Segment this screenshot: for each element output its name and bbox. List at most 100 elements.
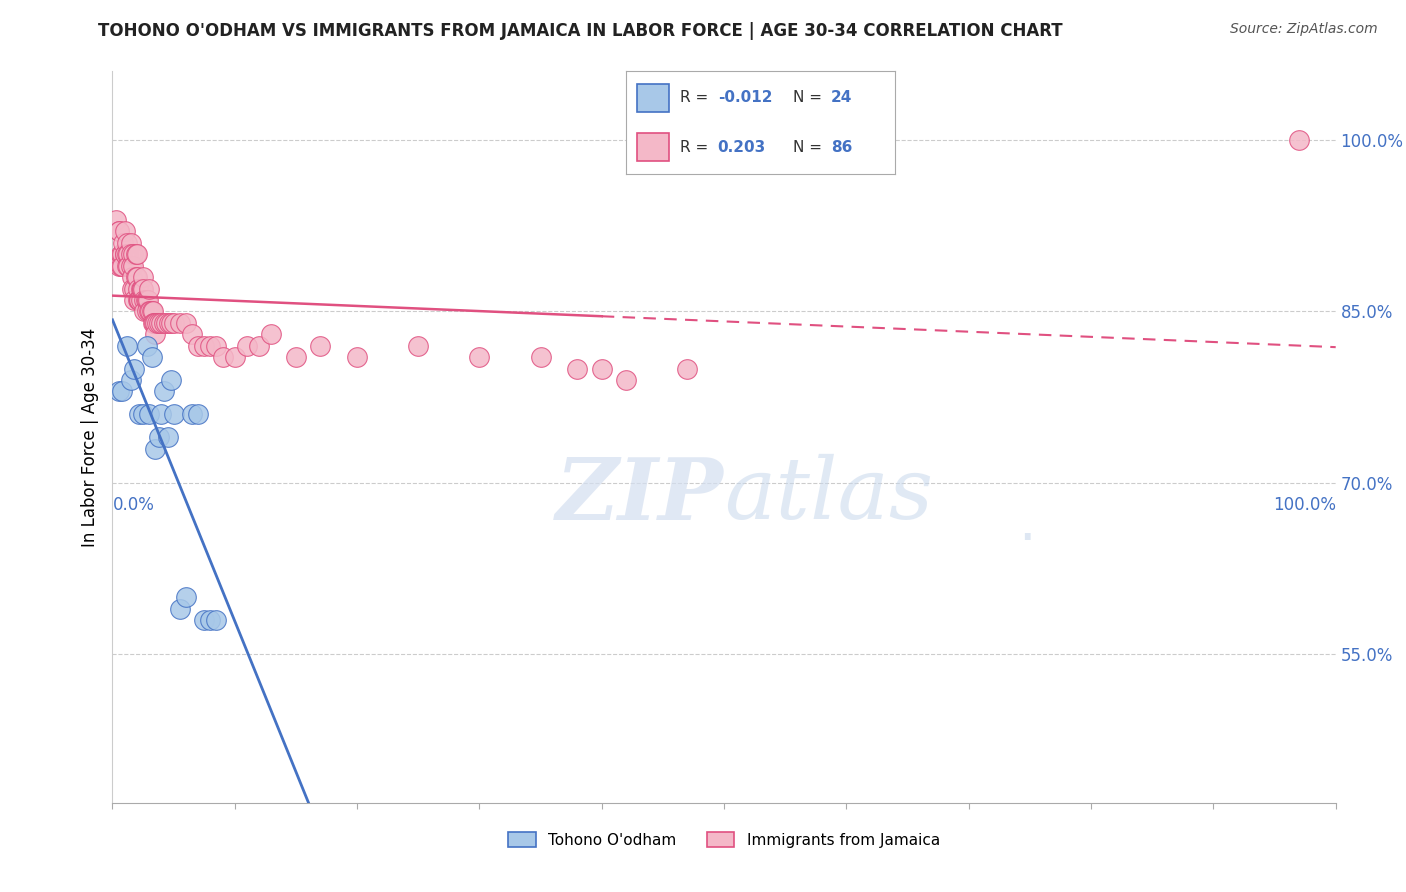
Point	[111, 247, 134, 261]
Point	[129, 281, 152, 295]
Point	[153, 384, 176, 399]
Point	[132, 407, 155, 421]
Point	[135, 339, 157, 353]
Point	[115, 259, 138, 273]
Point	[346, 350, 368, 364]
Point	[1288, 133, 1310, 147]
Point	[200, 613, 222, 627]
Point	[148, 316, 170, 330]
Point	[135, 304, 157, 318]
Point	[169, 316, 191, 330]
Point	[169, 601, 191, 615]
Point	[145, 316, 167, 330]
Point	[111, 259, 134, 273]
Point	[193, 339, 215, 353]
Point	[174, 316, 197, 330]
Point	[224, 350, 246, 364]
Point	[124, 361, 146, 376]
Point	[408, 339, 430, 353]
Point	[117, 247, 139, 261]
Point	[121, 281, 143, 295]
Point	[131, 281, 153, 295]
Point	[284, 350, 308, 364]
Point	[163, 407, 186, 421]
Point	[115, 247, 138, 261]
Point	[156, 430, 179, 444]
Point	[115, 235, 138, 250]
Point	[111, 384, 134, 399]
Point	[114, 247, 136, 261]
Point	[131, 281, 153, 295]
Point	[129, 293, 152, 307]
Point	[529, 350, 551, 364]
Point	[124, 281, 146, 295]
Point	[120, 235, 142, 250]
Point	[134, 304, 156, 318]
Point	[132, 281, 155, 295]
Point	[114, 224, 136, 238]
Point	[110, 247, 132, 261]
Point	[468, 350, 491, 364]
Point	[110, 259, 132, 273]
Point	[309, 339, 332, 353]
Point	[142, 304, 165, 318]
Point	[205, 613, 228, 627]
Point	[107, 224, 129, 238]
Point	[143, 316, 166, 330]
Point	[236, 339, 259, 353]
Point	[128, 293, 150, 307]
Point	[143, 442, 166, 456]
Point	[150, 316, 173, 330]
Point	[132, 270, 155, 285]
Point	[134, 293, 156, 307]
Point	[181, 407, 204, 421]
Point	[107, 259, 129, 273]
Point	[591, 361, 613, 376]
Point	[142, 316, 165, 330]
Point	[122, 259, 145, 273]
Point	[160, 373, 183, 387]
Point	[115, 339, 138, 353]
Point	[120, 259, 142, 273]
Point	[122, 247, 145, 261]
Text: Source: ZipAtlas.com: Source: ZipAtlas.com	[1230, 22, 1378, 37]
Point	[138, 304, 160, 318]
Point	[187, 407, 209, 421]
Point	[107, 224, 129, 238]
Point	[200, 339, 222, 353]
Point	[148, 430, 170, 444]
Point	[135, 293, 157, 307]
Point	[205, 339, 228, 353]
Point	[141, 350, 163, 364]
Point	[120, 373, 142, 387]
Point	[247, 339, 270, 353]
Point	[155, 316, 177, 330]
Point	[143, 316, 166, 330]
Point	[153, 316, 176, 330]
Point	[160, 316, 183, 330]
Point	[125, 247, 148, 261]
Point	[181, 327, 204, 342]
Point	[120, 247, 142, 261]
Point	[143, 327, 166, 342]
Text: ZIP: ZIP	[557, 454, 724, 537]
Point	[134, 293, 156, 307]
Text: 100.0%: 100.0%	[1272, 496, 1336, 514]
Point	[260, 327, 283, 342]
Text: atlas: atlas	[724, 454, 934, 537]
Point	[125, 270, 148, 285]
Point	[150, 407, 173, 421]
Text: TOHONO O'ODHAM VS IMMIGRANTS FROM JAMAICA IN LABOR FORCE | AGE 30-34 CORRELATION: TOHONO O'ODHAM VS IMMIGRANTS FROM JAMAIC…	[98, 22, 1063, 40]
Point	[567, 361, 589, 376]
Point	[127, 281, 149, 295]
Point	[141, 304, 163, 318]
Point	[125, 247, 148, 261]
Point	[125, 270, 148, 285]
Point	[121, 270, 143, 285]
Point	[128, 293, 150, 307]
Point	[157, 316, 180, 330]
Point	[112, 235, 135, 250]
Text: .: .	[1018, 498, 1035, 552]
Point	[614, 373, 637, 387]
Point	[676, 361, 699, 376]
